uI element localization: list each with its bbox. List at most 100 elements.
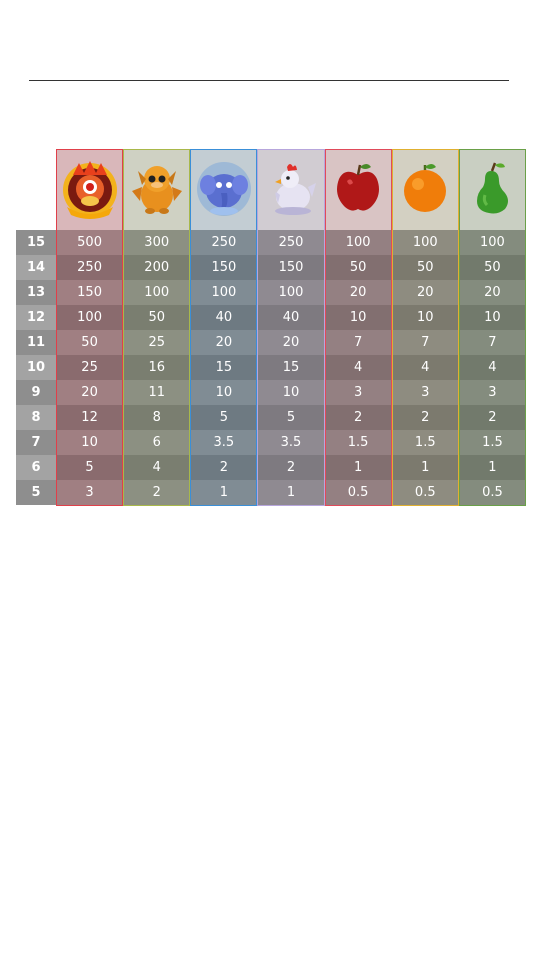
payout-value: 15 — [190, 355, 258, 380]
payout-value: 16 — [123, 355, 191, 380]
payout-value: 100 — [123, 280, 191, 305]
payout-value: 4 — [123, 455, 191, 480]
payout-value: 10 — [190, 380, 258, 405]
orange-dragon-icon — [126, 157, 188, 223]
payout-value: 2 — [391, 405, 459, 430]
apple-icon — [327, 157, 389, 223]
payout-value: 20 — [257, 330, 325, 355]
payout-value: 10 — [324, 305, 392, 330]
payout-value: 3 — [391, 380, 459, 405]
symbol-header-cell — [56, 149, 124, 230]
payout-row: 14 250 200 150 150 50 50 50 — [16, 255, 526, 280]
payout-value: 12 — [56, 405, 124, 430]
symbol-count-label: 15 — [16, 230, 56, 255]
payout-value: 0.5 — [458, 480, 526, 505]
payout-value: 100 — [190, 280, 258, 305]
payout-value: 50 — [56, 330, 124, 355]
payout-row: 7 10 6 3.5 3.5 1.5 1.5 1.5 — [16, 430, 526, 455]
payout-row: 8 12 8 5 5 2 2 2 — [16, 405, 526, 430]
payout-value: 100 — [324, 230, 392, 255]
payout-value: 100 — [56, 305, 124, 330]
payout-value: 150 — [56, 280, 124, 305]
payout-value: 0.5 — [391, 480, 459, 505]
payout-value: 10 — [458, 305, 526, 330]
payout-value: 3.5 — [190, 430, 258, 455]
payout-value: 20 — [324, 280, 392, 305]
symbol-header-cell — [458, 149, 526, 230]
payout-value: 10 — [257, 380, 325, 405]
payout-value: 0.5 — [324, 480, 392, 505]
payout-value: 1.5 — [324, 430, 392, 455]
payout-value: 100 — [257, 280, 325, 305]
symbol-count-label: 8 — [16, 405, 56, 430]
payout-value: 20 — [190, 330, 258, 355]
payout-value: 4 — [324, 355, 392, 380]
orange-icon — [394, 157, 456, 223]
payout-value: 3 — [324, 380, 392, 405]
payout-row: 10 25 16 15 15 4 4 4 — [16, 355, 526, 380]
symbol-header-cell — [324, 149, 392, 230]
payout-value: 2 — [257, 455, 325, 480]
payout-value: 7 — [391, 330, 459, 355]
payout-value: 20 — [56, 380, 124, 405]
payout-value: 10 — [56, 430, 124, 455]
payout-value: 3.5 — [257, 430, 325, 455]
payout-value: 1.5 — [391, 430, 459, 455]
white-chicken-icon — [260, 157, 322, 223]
payout-value: 1 — [391, 455, 459, 480]
payout-value: 20 — [458, 280, 526, 305]
symbol-count-label: 12 — [16, 305, 56, 330]
symbol-count-label: 5 — [16, 480, 56, 505]
payout-value: 2 — [324, 405, 392, 430]
payout-value: 100 — [391, 230, 459, 255]
payout-value: 15 — [257, 355, 325, 380]
symbol-header-cell — [123, 149, 191, 230]
payout-value: 1 — [257, 480, 325, 505]
payout-row: 5 3 2 1 1 0.5 0.5 0.5 — [16, 480, 526, 505]
payout-value: 2 — [190, 455, 258, 480]
payout-value: 4 — [458, 355, 526, 380]
payout-value: 8 — [123, 405, 191, 430]
payout-value: 25 — [123, 330, 191, 355]
payout-value: 50 — [458, 255, 526, 280]
payout-value: 50 — [324, 255, 392, 280]
payout-value: 20 — [391, 280, 459, 305]
payout-value: 100 — [458, 230, 526, 255]
symbol-header-cell — [190, 149, 258, 230]
symbol-count-label: 13 — [16, 280, 56, 305]
payout-row: 11 50 25 20 20 7 7 7 — [16, 330, 526, 355]
payout-row: 15 500 300 250 250 100 100 100 — [16, 230, 526, 255]
payout-value: 2 — [458, 405, 526, 430]
blue-elephant-icon — [193, 157, 255, 223]
payout-value: 200 — [123, 255, 191, 280]
payout-value: 3 — [56, 480, 124, 505]
payout-value: 40 — [257, 305, 325, 330]
symbol-count-label: 6 — [16, 455, 56, 480]
payout-value: 40 — [190, 305, 258, 330]
payout-rows: 15 500 300 250 250 100 100 100 14 250 200 150 150 50 5… — [16, 230, 526, 505]
payout-value: 1 — [190, 480, 258, 505]
symbol-header-cell — [391, 149, 459, 230]
payout-value: 500 — [56, 230, 124, 255]
symbol-count-label: 10 — [16, 355, 56, 380]
payout-row: 9 20 11 10 10 3 3 3 — [16, 380, 526, 405]
payout-value: 250 — [190, 230, 258, 255]
payout-value: 5 — [56, 455, 124, 480]
payout-value: 250 — [56, 255, 124, 280]
payout-value: 7 — [324, 330, 392, 355]
payout-value: 4 — [391, 355, 459, 380]
payout-value: 3 — [458, 380, 526, 405]
payout-value: 1 — [324, 455, 392, 480]
payout-value: 1.5 — [458, 430, 526, 455]
header-divider — [29, 80, 509, 81]
payout-value: 150 — [257, 255, 325, 280]
payout-value: 2 — [123, 480, 191, 505]
symbol-count-label: 14 — [16, 255, 56, 280]
payout-value: 1 — [458, 455, 526, 480]
symbol-count-label: 9 — [16, 380, 56, 405]
payout-value: 300 — [123, 230, 191, 255]
payout-value: 7 — [458, 330, 526, 355]
payout-value: 10 — [391, 305, 459, 330]
payout-row: 12 100 50 40 40 10 10 10 — [16, 305, 526, 330]
symbol-header-row — [56, 149, 526, 230]
